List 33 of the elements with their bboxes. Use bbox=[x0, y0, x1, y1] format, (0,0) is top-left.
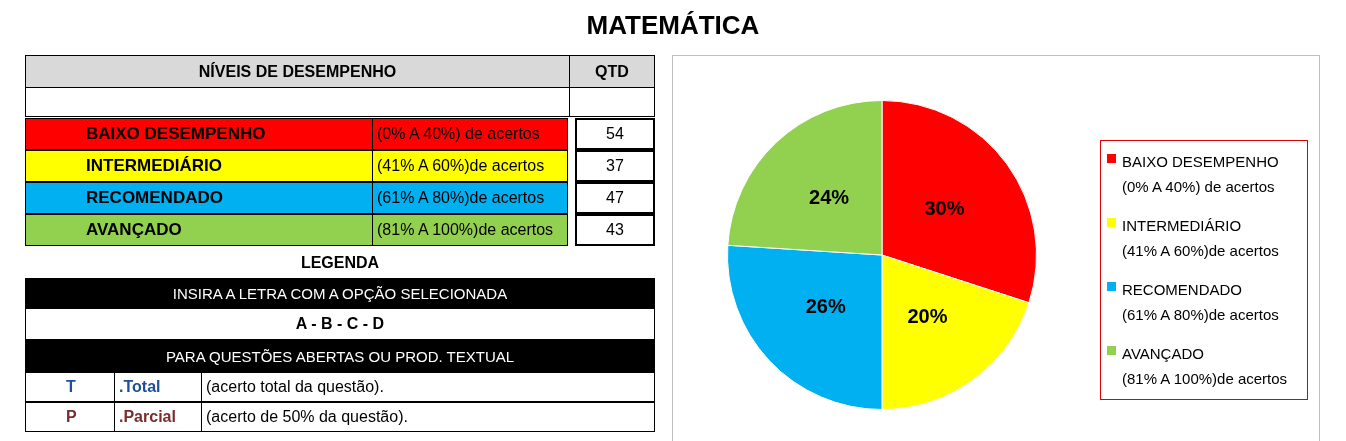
text: (acerto total da questão). bbox=[201, 372, 655, 402]
text: RECOMENDADO bbox=[25, 182, 373, 214]
data-label: 30% bbox=[924, 197, 965, 220]
text: (41% A 60%)de acertos bbox=[372, 150, 568, 182]
text: NÍVEIS DE DESEMPENHO bbox=[25, 55, 570, 88]
text: LEGENDA bbox=[25, 248, 655, 278]
legend-label: AVANÇADO (81% A 100%)de acertos bbox=[1122, 344, 1288, 389]
text: T bbox=[25, 372, 115, 402]
text: A - B - C - D bbox=[25, 308, 655, 340]
text: PARA QUESTÕES ABERTAS OU PROD. TEXTUAL bbox=[25, 340, 655, 372]
text: INTERMEDIÁRIO bbox=[25, 150, 373, 182]
text: (acerto de 50% da questão). bbox=[201, 402, 655, 432]
text: INSIRA A LETRA COM A OPÇÃO SELECIONADA bbox=[25, 278, 655, 308]
text: QTD bbox=[569, 55, 655, 88]
data-label: 26% bbox=[805, 295, 846, 318]
text: AVANÇADO bbox=[25, 214, 373, 246]
chart-title: MATEMÁTICA bbox=[585, 10, 761, 41]
legend-label: INTERMEDIÁRIO (41% A 60%)de acertos bbox=[1122, 216, 1279, 261]
text: P bbox=[25, 402, 115, 432]
text: (81% A 100%)de acertos bbox=[372, 214, 568, 246]
legend-label: RECOMENDADO (61% A 80%)de acertos bbox=[1122, 280, 1279, 325]
text: 54 bbox=[575, 118, 655, 150]
data-label: 20% bbox=[907, 305, 948, 328]
text: 37 bbox=[575, 150, 655, 182]
text: (0% A 40%) de acertos bbox=[372, 118, 568, 150]
text: (61% A 80%)de acertos bbox=[372, 182, 568, 214]
text: BAIXO DESEMPENHO bbox=[25, 118, 373, 150]
text: 43 bbox=[575, 214, 655, 246]
data-label: 24% bbox=[809, 186, 850, 209]
legend-label: BAIXO DESEMPENHO (0% A 40%) de acertos bbox=[1122, 152, 1279, 197]
text: .Parcial bbox=[114, 402, 202, 432]
text: .Total bbox=[114, 372, 202, 402]
text: 47 bbox=[575, 182, 655, 214]
